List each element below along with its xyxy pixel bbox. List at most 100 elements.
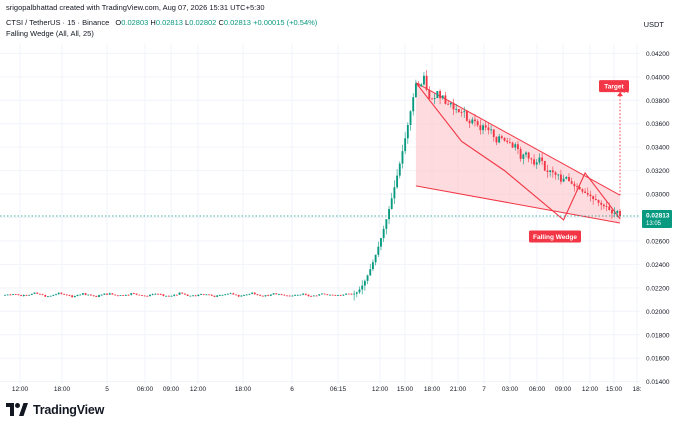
candle-body xyxy=(350,293,353,295)
tradingview-brand-text: TradingView xyxy=(33,403,105,417)
y-tick-label: 0.02000 xyxy=(646,309,670,316)
candle-body xyxy=(334,295,337,296)
candle-body xyxy=(52,294,55,296)
candle-body xyxy=(541,157,544,161)
x-tick-label: 12:00 xyxy=(372,386,389,393)
target-label-box xyxy=(599,80,629,93)
candle-body xyxy=(320,293,323,295)
candle-body xyxy=(210,294,213,296)
candle-body xyxy=(259,294,262,296)
candle-body xyxy=(149,294,151,297)
candle-body xyxy=(355,292,358,294)
candle-body xyxy=(280,294,283,296)
candle-body xyxy=(358,289,361,293)
symbol-title[interactable]: CTSI / TetherUS · 15 · Binance xyxy=(6,18,110,27)
candle-body xyxy=(264,295,267,297)
candle-body xyxy=(444,95,447,104)
candle-body xyxy=(202,294,205,295)
x-tick-label: 12:00 xyxy=(190,386,207,393)
candle-body xyxy=(291,295,294,297)
candle-body xyxy=(272,293,275,295)
tradingview-logo-icon xyxy=(6,403,28,416)
tradingview-brand: TradingView xyxy=(6,403,104,417)
candle-body xyxy=(12,294,14,295)
candle-body xyxy=(559,174,562,182)
candle-body xyxy=(562,178,565,182)
x-tick-label: 12:00 xyxy=(582,386,599,393)
candle-body xyxy=(353,293,356,295)
candle-body xyxy=(447,103,450,105)
candle-body xyxy=(108,293,111,295)
candle-body xyxy=(396,175,399,188)
x-tick-label: 15:00 xyxy=(606,386,623,393)
candle-body xyxy=(38,293,41,295)
candle-body xyxy=(55,294,57,296)
wedge-upper-line xyxy=(415,82,621,196)
candle-body xyxy=(417,83,420,87)
candle-body xyxy=(65,294,68,296)
candle-body xyxy=(170,295,173,297)
candle-body xyxy=(135,293,138,295)
y-tick-label: 0.04000 xyxy=(646,74,670,81)
indicator-legend[interactable]: Falling Wedge (All, All, 25) xyxy=(6,29,94,38)
candle-body xyxy=(25,295,28,296)
candle-body xyxy=(527,152,530,159)
candle-body xyxy=(116,295,119,297)
candle-body xyxy=(393,187,396,199)
x-tick-label: 06:15 xyxy=(330,386,347,393)
candle-body xyxy=(283,294,286,296)
attribution-text: srigopalbhattad created with TradingView… xyxy=(6,3,265,12)
x-tick-label: 18: xyxy=(632,386,641,393)
candle-body xyxy=(404,138,407,152)
candle-body xyxy=(226,293,229,295)
candle-body xyxy=(157,293,160,295)
x-tick-label: 15:00 xyxy=(397,386,414,393)
candle-body xyxy=(495,136,498,143)
x-tick-label: 06:00 xyxy=(137,386,154,393)
x-tick-label: 12:00 xyxy=(12,386,29,393)
x-tick-label: 5 xyxy=(105,386,109,393)
ohlc-values: O0.02803 H0.02813 L0.02802 C0.02813 +0.0… xyxy=(115,18,317,27)
candle-body xyxy=(253,292,256,295)
candle-body xyxy=(208,294,211,296)
candle-body xyxy=(4,294,6,296)
candle-body xyxy=(366,275,369,281)
candle-body xyxy=(318,294,321,296)
candle-body xyxy=(452,102,455,110)
candle-body xyxy=(181,292,184,294)
candle-body xyxy=(468,120,471,124)
candle-body xyxy=(36,292,39,294)
candle-body xyxy=(41,294,44,296)
candle-body xyxy=(514,144,517,148)
candle-body xyxy=(423,75,425,85)
candle-body xyxy=(221,294,224,296)
candle-body xyxy=(76,294,79,296)
candle-body xyxy=(369,269,372,276)
candle-body xyxy=(103,293,106,295)
candle-body xyxy=(143,295,146,297)
candle-body xyxy=(594,199,597,201)
candle-body xyxy=(455,109,458,110)
candle-body xyxy=(613,212,616,214)
low-value: 0.02802 xyxy=(189,18,217,27)
candle-body xyxy=(347,293,350,295)
current-price-tag xyxy=(642,209,672,228)
candle-body xyxy=(337,295,339,296)
y-tick-label: 0.04200 xyxy=(646,51,670,58)
candle-body xyxy=(492,129,495,137)
wedge-lower-line xyxy=(415,185,621,224)
candle-body xyxy=(216,295,219,297)
candle-body xyxy=(457,109,460,113)
candle-body xyxy=(114,294,117,296)
candle-body xyxy=(619,211,621,216)
candle-body xyxy=(9,294,12,296)
candle-body xyxy=(275,293,278,295)
candle-body xyxy=(331,294,334,296)
candle-body xyxy=(573,183,576,187)
x-tick-label: 21:00 xyxy=(450,386,467,393)
candle-body xyxy=(122,295,125,297)
candle-body xyxy=(162,294,165,296)
candle-body xyxy=(277,294,280,296)
candle-body xyxy=(138,294,141,296)
